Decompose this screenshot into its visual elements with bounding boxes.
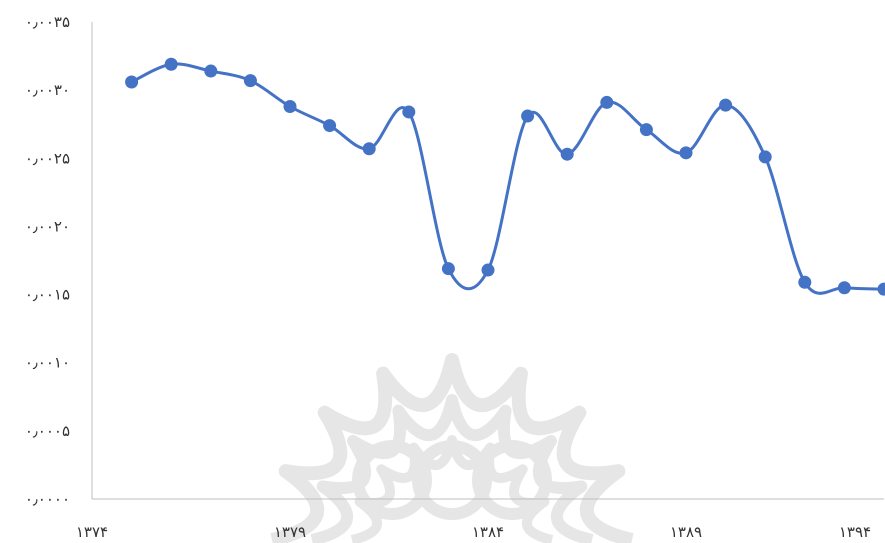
data-point: [521, 109, 535, 123]
y-tick-label: ۰٫۰۰۱۵: [25, 286, 70, 304]
y-axis-ticks: ۰٫۰۰۳۵ ۰٫۰۰۳۰ ۰٫۰۰۲۵ ۰٫۰۰۲۰ ۰٫۰۰۱۵ ۰٫۰۰۱۰ ۰٫۰۰…: [25, 13, 70, 508]
x-tick-label: ۱۳۷۴: [76, 523, 108, 541]
data-point: [639, 123, 653, 137]
data-point: [283, 100, 297, 113]
x-axis-ticks: ۱۳۷۴ ۱۳۷۹ ۱۳۸۴ ۱۳۸۹ ۱۳۹۴: [76, 523, 871, 541]
watermark-petal: [412, 440, 492, 520]
data-point: [402, 105, 416, 119]
watermark-ring: [270, 353, 634, 543]
data-point: [719, 98, 733, 112]
x-tick-label: ۱۳۷۹: [274, 523, 306, 541]
series-line: [130, 62, 885, 295]
data-point: [204, 64, 218, 78]
data-point: [560, 147, 574, 161]
x-tick-label: ۱۳۹۴: [839, 523, 871, 541]
data-point: [441, 262, 455, 276]
data-point: [600, 95, 614, 109]
data-point: [758, 150, 772, 164]
data-point: [362, 142, 376, 156]
series-layer: [125, 57, 885, 296]
watermark-logo-icon: [270, 353, 634, 543]
data-point: [164, 57, 178, 71]
y-tick-label: ۰٫۰۰۳۰: [25, 81, 70, 99]
data-point: [125, 75, 139, 89]
data-point: [481, 263, 495, 277]
data-point: [798, 275, 812, 289]
y-tick-label: ۰٫۰۰۲۰: [25, 217, 70, 235]
data-point: [877, 282, 885, 296]
data-point: [679, 146, 693, 160]
data-point: [243, 74, 257, 88]
x-tick-label: ۱۳۸۴: [472, 523, 504, 541]
x-tick-label: ۱۳۸۹: [670, 523, 702, 541]
y-tick-label: ۰٫۰۰۲۵: [25, 149, 70, 167]
watermark-petal: [472, 440, 552, 520]
data-point: [323, 119, 337, 133]
y-tick-label: ۰٫۰۰۰۵: [25, 422, 70, 440]
y-tick-label: ۰٫۰۰۰۰: [25, 490, 70, 508]
y-tick-label: ۰٫۰۰۳۵: [25, 13, 70, 31]
watermark-petal: [352, 440, 432, 520]
y-tick-label: ۰٫۰۰۱۰: [25, 354, 70, 372]
data-point: [837, 281, 851, 295]
axes: [91, 22, 884, 500]
